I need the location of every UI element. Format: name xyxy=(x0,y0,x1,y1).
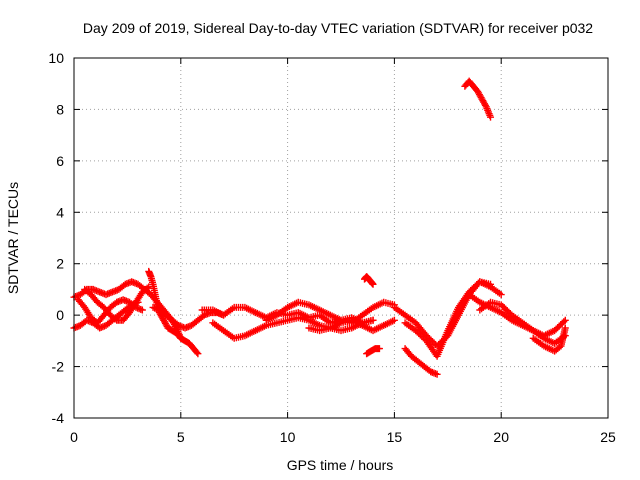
series-arc-6 xyxy=(149,303,228,332)
data-point xyxy=(375,345,383,353)
series-arc-4 xyxy=(81,283,153,324)
series-arc-10 xyxy=(305,316,398,335)
series-arc-15 xyxy=(401,345,441,378)
data-point xyxy=(497,291,505,299)
x-tick-labels: 0 5 10 15 20 25 xyxy=(70,429,616,445)
y-tick-label: 0 xyxy=(56,307,64,323)
data-point xyxy=(138,306,146,314)
y-tick-label: 6 xyxy=(56,153,64,169)
y-axis-label: SDTVAR / TECUs xyxy=(5,182,21,294)
series-arc-16 xyxy=(461,77,495,121)
y-tick-label: 2 xyxy=(56,256,64,272)
y-tick-label: -2 xyxy=(52,359,65,375)
x-tick-label: 15 xyxy=(387,429,403,445)
y-tick-labels: -4 -2 0 2 4 6 8 10 xyxy=(48,50,64,426)
data-point xyxy=(561,316,569,324)
data-point xyxy=(369,280,377,288)
x-tick-label: 25 xyxy=(600,429,616,445)
data-points xyxy=(70,77,569,378)
data-point xyxy=(143,284,151,292)
data-point xyxy=(433,370,441,378)
data-point xyxy=(390,316,398,324)
x-tick-label: 10 xyxy=(280,429,296,445)
series-arc-14 xyxy=(401,278,495,360)
plot-frame xyxy=(73,57,609,419)
series-arc-11 xyxy=(360,273,377,288)
series-arc-12 xyxy=(363,345,383,358)
x-tick-label: 5 xyxy=(177,429,185,445)
data-point xyxy=(560,318,568,326)
data-point xyxy=(369,316,377,324)
y-tick-label: -4 xyxy=(52,410,65,426)
x-tick-label: 20 xyxy=(493,429,509,445)
data-point xyxy=(487,113,495,121)
chart-title: Day 209 of 2019, Sidereal Day-to-day VTE… xyxy=(83,20,593,36)
data-point xyxy=(193,348,201,356)
y-tick-label: 4 xyxy=(56,204,64,220)
grid-lines xyxy=(74,58,608,418)
data-point xyxy=(111,315,119,323)
axis-ticks xyxy=(73,57,609,419)
series-arc-5 xyxy=(145,267,202,358)
x-axis-label: GPS time / hours xyxy=(287,457,394,473)
x-tick-label: 0 xyxy=(70,429,78,445)
data-point xyxy=(194,350,202,358)
data-point xyxy=(481,101,489,109)
y-tick-label: 10 xyxy=(48,50,64,66)
data-point xyxy=(561,324,569,332)
series-arc-18 xyxy=(476,298,569,340)
y-tick-label: 8 xyxy=(56,101,64,117)
series-arc-19 xyxy=(529,324,569,355)
data-point xyxy=(487,280,495,288)
